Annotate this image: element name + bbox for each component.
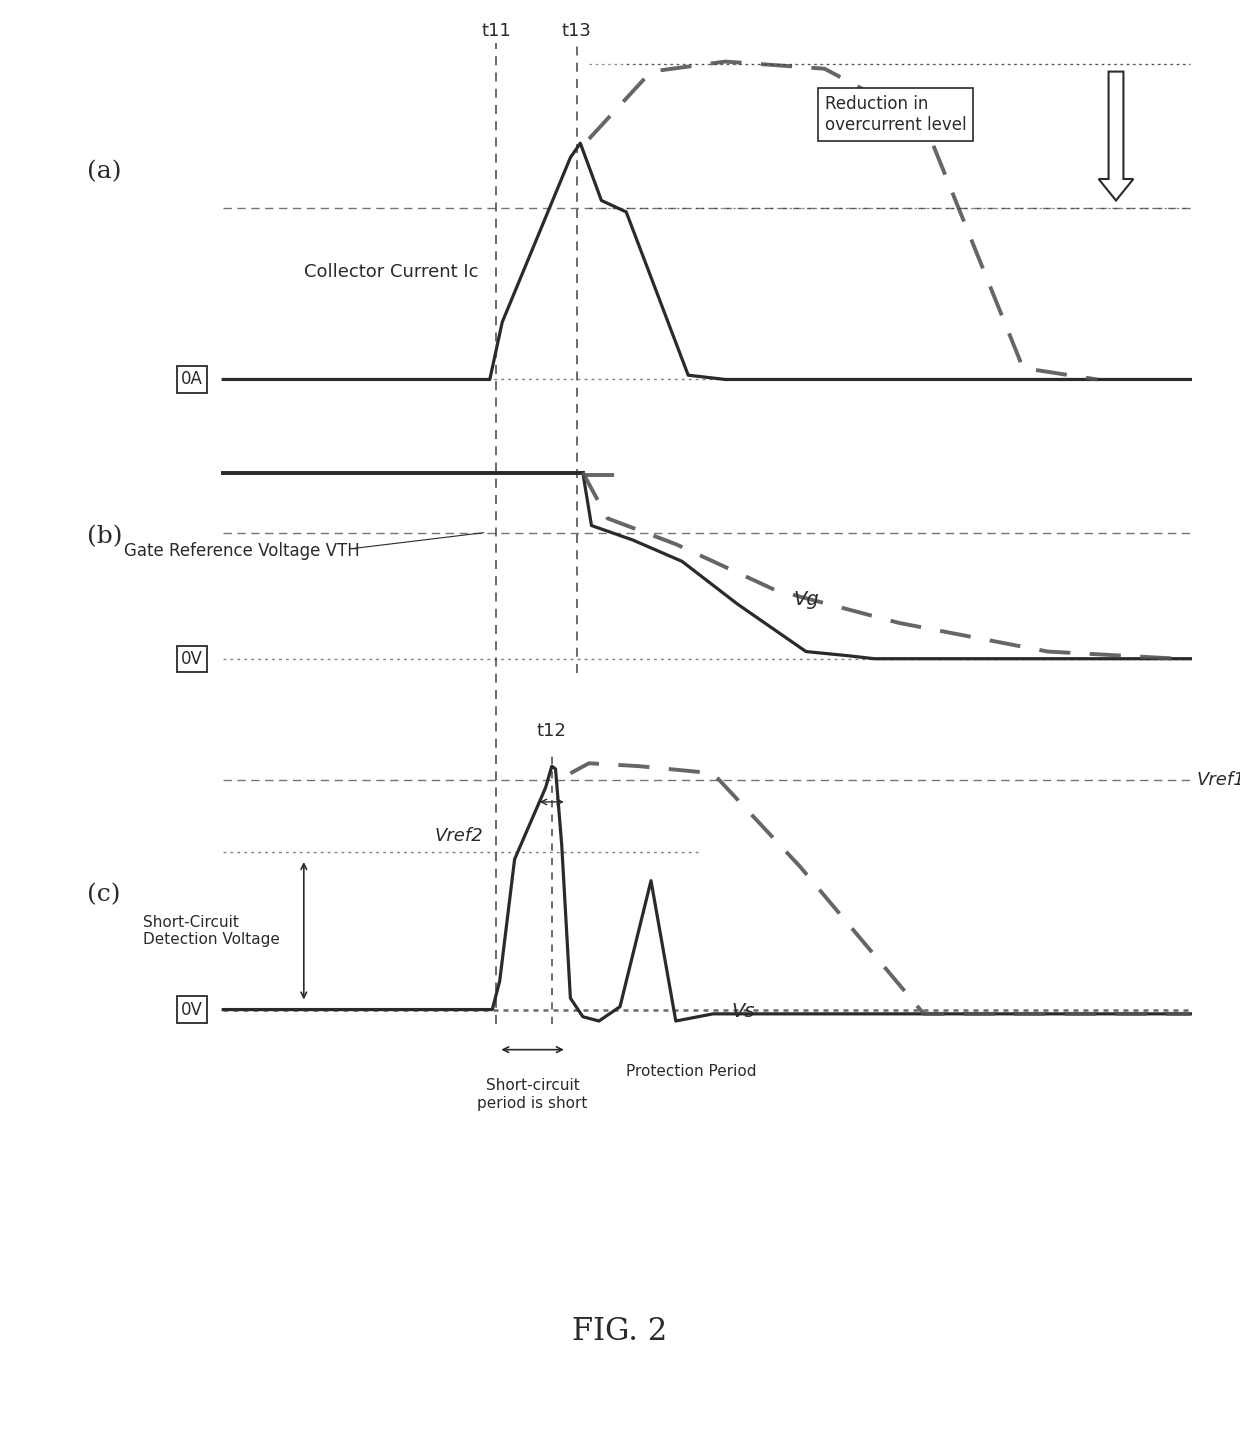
Text: Vg: Vg <box>794 590 820 609</box>
Text: t13: t13 <box>562 21 591 40</box>
Text: Reduction in
overcurrent level: Reduction in overcurrent level <box>825 95 966 135</box>
Text: FIG. 2: FIG. 2 <box>573 1316 667 1348</box>
Text: 0V: 0V <box>181 1001 203 1018</box>
Text: Vref2: Vref2 <box>435 826 484 845</box>
Text: Gate Reference Voltage VTH: Gate Reference Voltage VTH <box>124 543 360 560</box>
Text: 0V: 0V <box>181 650 203 667</box>
Text: Short-circuit
period is short: Short-circuit period is short <box>477 1078 588 1111</box>
Text: Short-Circuit
Detection Voltage: Short-Circuit Detection Voltage <box>143 915 279 947</box>
FancyArrow shape <box>1099 72 1133 200</box>
Text: (b): (b) <box>87 526 123 548</box>
Text: (a): (a) <box>87 160 122 183</box>
Text: 0A: 0A <box>181 371 203 388</box>
Text: (c): (c) <box>87 884 120 906</box>
Text: Vref1: Vref1 <box>1197 772 1240 789</box>
Text: Collector Current Ic: Collector Current Ic <box>304 263 479 281</box>
Text: Vs: Vs <box>732 1002 755 1021</box>
Text: Protection Period: Protection Period <box>626 1064 756 1078</box>
Text: t12: t12 <box>537 722 567 740</box>
Text: t11: t11 <box>481 21 511 40</box>
